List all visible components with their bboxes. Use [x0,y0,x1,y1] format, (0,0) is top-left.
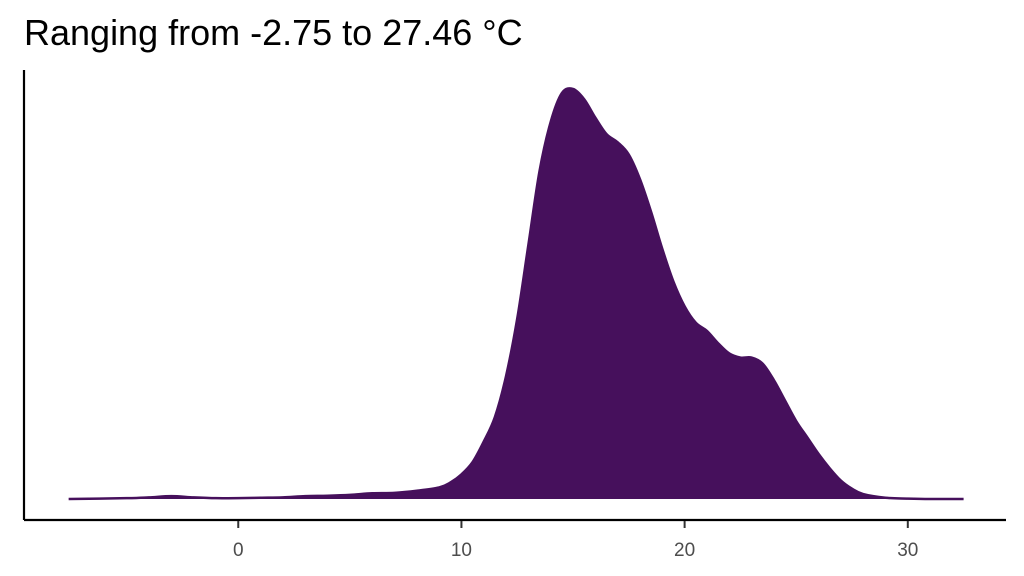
x-tick-label: 20 [674,540,695,561]
x-axis-ticks: 0 10 20 30 [233,521,918,561]
x-tick-label: 10 [451,540,472,561]
x-tick-label: 0 [233,540,244,561]
density-line-0 [68,87,964,501]
x-tick-label: 30 [897,540,918,561]
chart-title: Ranging from -2.75 to 27.46 °C [24,12,523,53]
plot-area [68,87,964,501]
density-area-0 [68,88,964,499]
